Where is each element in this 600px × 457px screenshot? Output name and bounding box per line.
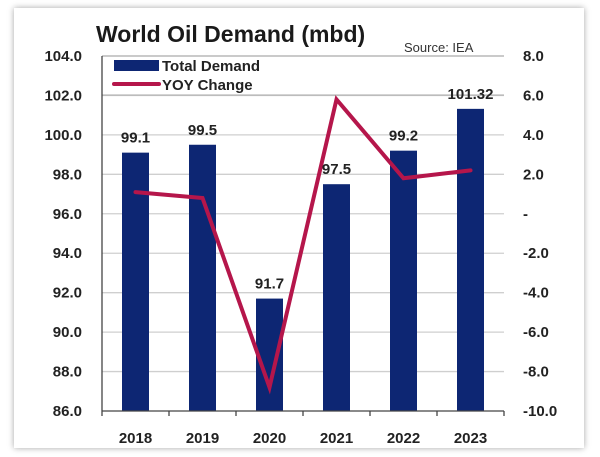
yoy-change-line: [133, 95, 473, 395]
right-axis-tick-label: 4.0: [523, 127, 544, 144]
x-axis: 2018 2019 2020 2021 2022 2023: [101, 410, 505, 447]
left-axis-tick-label: 90.0: [53, 324, 82, 341]
left-axis-tick-label: 92.0: [53, 285, 82, 302]
bar-2022: [390, 150, 417, 411]
x-axis-tick-label: 2020: [253, 430, 286, 447]
data-label-2019: 99.5: [188, 122, 217, 139]
data-labels: 99.1 99.5 91.7 97.5 99.2 101.32: [121, 86, 494, 293]
right-axis-tick-label: -10.0: [523, 403, 557, 420]
right-axis-tick-label: -2.0: [523, 245, 549, 262]
chart-title: World Oil Demand (mbd): [96, 21, 365, 47]
left-axis-tick-label: 100.0: [44, 127, 82, 144]
left-axis-tick-label: 96.0: [53, 206, 82, 223]
left-axis: 104.0 102.0 100.0 98.0 96.0 94.0 92.0 90.0 88.0 8…: [44, 48, 103, 420]
data-label-2021: 97.5: [322, 161, 351, 178]
bar-2018: [122, 152, 149, 411]
data-label-2022: 99.2: [389, 128, 418, 145]
bar-2021: [323, 184, 350, 411]
legend-label-yoy-change: YOY Change: [162, 77, 253, 94]
x-axis-tick-label: 2018: [119, 430, 152, 447]
left-axis-tick-label: 104.0: [44, 48, 82, 65]
left-axis-tick-label: 98.0: [53, 166, 82, 183]
data-label-2023: 101.32: [448, 86, 494, 103]
legend: Total Demand YOY Change: [112, 58, 260, 94]
right-axis-tick-label: -4.0: [523, 285, 549, 302]
data-label-2018: 99.1: [121, 130, 150, 147]
right-axis: 8.0 6.0 4.0 2.0 - -2.0 -4.0 -6.0 -8.0 -10.0: [523, 48, 557, 420]
right-axis-tick-label: 8.0: [523, 48, 544, 65]
bar-2023: [457, 108, 484, 411]
x-axis-tick-label: 2021: [320, 430, 353, 447]
right-axis-tick-label: 6.0: [523, 87, 544, 104]
data-label-2020: 91.7: [255, 276, 284, 293]
legend-swatch-total-demand: [114, 60, 159, 71]
chart-source: Source: IEA: [404, 40, 474, 55]
bar-2019: [189, 144, 216, 411]
gridlines: [102, 55, 504, 373]
left-axis-tick-label: 86.0: [53, 403, 82, 420]
yoy-line: [133, 95, 473, 395]
right-axis-tick-label: 2.0: [523, 166, 544, 183]
right-axis-tick-label: -6.0: [523, 324, 549, 341]
bars: [122, 108, 484, 411]
legend-label-total-demand: Total Demand: [162, 58, 260, 75]
x-axis-tick-label: 2019: [186, 430, 219, 447]
x-axis-tick-label: 2022: [387, 430, 420, 447]
x-axis-tick-label: 2023: [454, 430, 487, 447]
left-axis-tick-label: 102.0: [44, 87, 82, 104]
right-axis-tick-label: -8.0: [523, 364, 549, 381]
left-axis-tick-label: 88.0: [53, 364, 82, 381]
right-axis-tick-label: -: [523, 206, 528, 223]
left-axis-tick-label: 94.0: [53, 245, 82, 262]
chart-frame: [14, 8, 584, 448]
